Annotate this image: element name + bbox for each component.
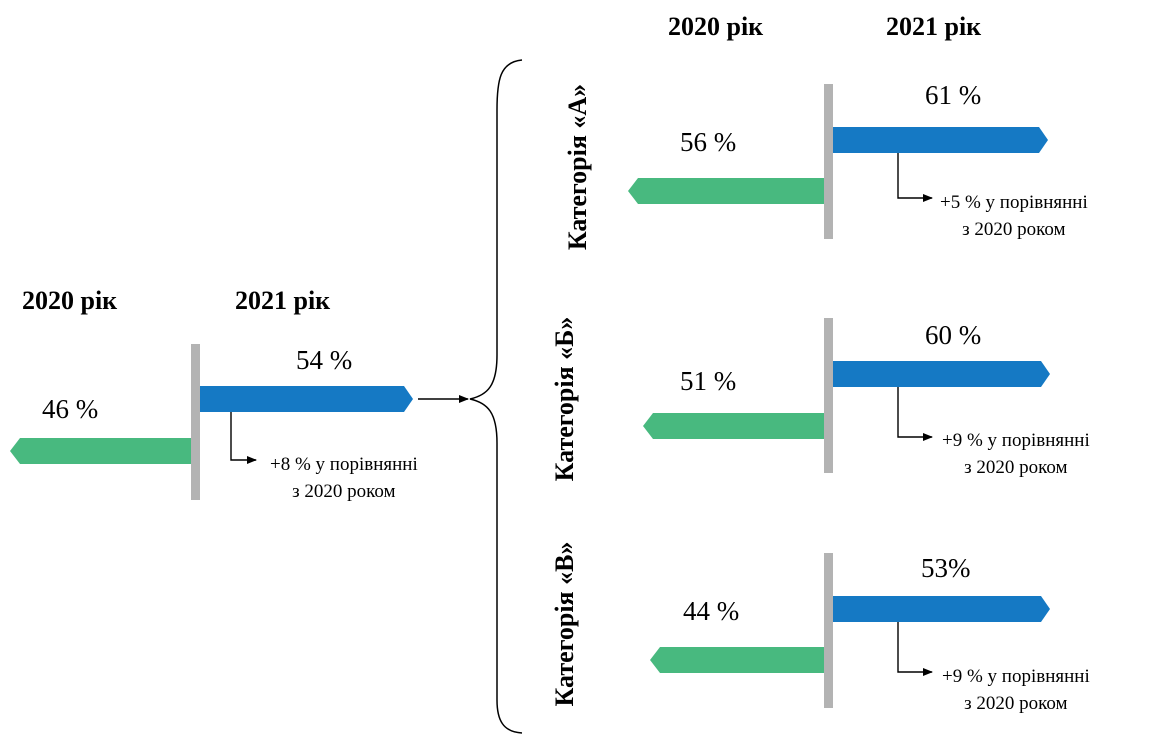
- category-a-label: Категорія «А»: [563, 83, 592, 251]
- category-v-bar-2020: [650, 647, 824, 673]
- header-year-2020-label: 2020 рік: [668, 12, 764, 41]
- category-v-change-line2: з 2020 роком: [964, 693, 1068, 714]
- category-a-change-note: +5 % у порівнянні з 2020 роком: [940, 189, 1088, 243]
- category-b-divider: [824, 318, 833, 473]
- overall-year-2020-label: 2020 рік: [22, 286, 118, 315]
- category-v-connector-arrow: [897, 622, 933, 676]
- category-v-divider: [824, 553, 833, 708]
- category-a-change-line1: +5 % у порівнянні: [940, 192, 1088, 213]
- overall-value-2020: 46 %: [42, 394, 99, 424]
- category-a-value-2021: 61 %: [925, 80, 982, 110]
- category-b-connector-arrow: [897, 387, 933, 441]
- overall-change-line2: з 2020 роком: [292, 481, 396, 502]
- category-v-change-note: +9 % у порівнянні з 2020 роком: [942, 663, 1090, 717]
- category-v-bar-2021: [833, 596, 1050, 622]
- overall-year-2021-label: 2021 рік: [235, 286, 331, 315]
- category-b-bar-2020: [643, 413, 824, 439]
- category-v-value-2020: 44 %: [683, 596, 740, 626]
- overall-change-note: +8 % у порівнянні з 2020 роком: [270, 451, 418, 505]
- category-v-label: Категорія «В»: [550, 541, 579, 707]
- overall-value-2021: 54 %: [296, 345, 353, 375]
- category-v-change-line1: +9 % у порівнянні: [942, 666, 1090, 687]
- category-b-label: Категорія «Б»: [550, 316, 579, 482]
- categories-brace: [469, 59, 523, 734]
- category-b-value-2020: 51 %: [680, 366, 737, 396]
- overall-bar-2021: [200, 386, 413, 412]
- overall-bar-2020: [10, 438, 191, 464]
- category-b-change-line1: +9 % у порівнянні: [942, 430, 1090, 451]
- overall-change-line1: +8 % у порівнянні: [270, 454, 418, 475]
- category-a-bar-2020: [628, 178, 824, 204]
- category-a-change-line2: з 2020 роком: [962, 219, 1066, 240]
- category-a-connector-arrow: [897, 153, 933, 202]
- category-a-divider: [824, 84, 833, 239]
- category-b-change-line2: з 2020 роком: [964, 457, 1068, 478]
- category-a-bar-2021: [833, 127, 1048, 153]
- category-b-value-2021: 60 %: [925, 320, 982, 350]
- header-year-2021-label: 2021 рік: [886, 12, 982, 41]
- category-b-bar-2021: [833, 361, 1050, 387]
- category-b-change-note: +9 % у порівнянні з 2020 роком: [942, 427, 1090, 481]
- category-a-value-2020: 56 %: [680, 127, 737, 157]
- overall-divider: [191, 344, 200, 500]
- overall-connector-arrow: [230, 412, 257, 464]
- category-v-value-2021: 53%: [921, 553, 971, 583]
